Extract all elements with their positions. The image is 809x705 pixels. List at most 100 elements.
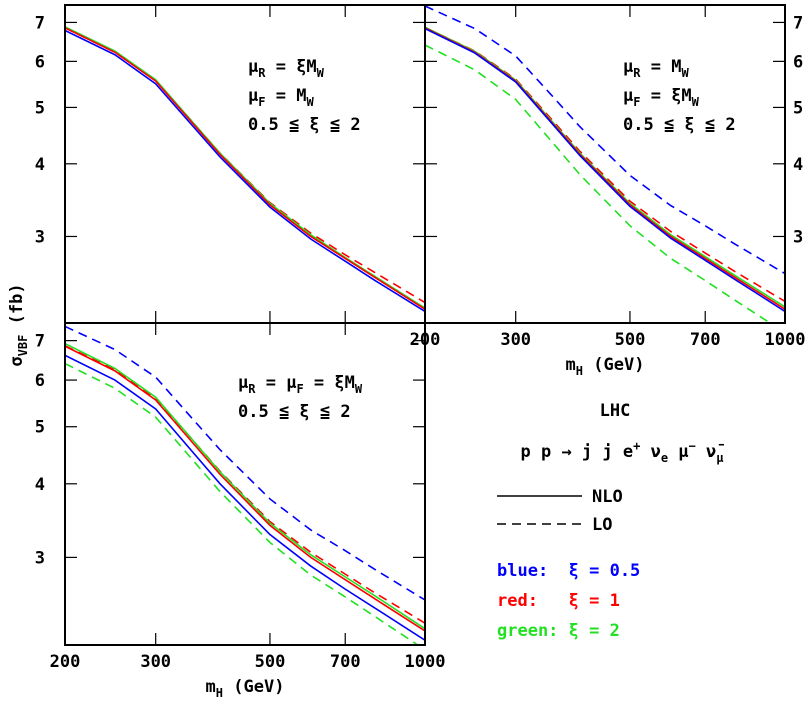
annotation-part: 0.5 ≦ ξ ≦ 2 bbox=[238, 402, 351, 422]
series-line bbox=[65, 345, 425, 632]
series-line bbox=[425, 27, 785, 310]
annotation-part: μ bbox=[248, 57, 258, 77]
annotation-part: F bbox=[258, 95, 265, 109]
y-tick-label: 4 bbox=[793, 155, 803, 175]
y-tick-label: 3 bbox=[35, 227, 45, 247]
series-line bbox=[65, 27, 425, 304]
annotation-part: R bbox=[248, 382, 256, 396]
x-axis-label-part: m bbox=[566, 355, 576, 375]
series-line bbox=[65, 342, 425, 630]
legend-color-label: green: ξ = 2 bbox=[497, 621, 620, 641]
x-tick-label: 300 bbox=[500, 330, 531, 350]
panel-frame bbox=[64, 322, 426, 646]
y-tick-label: 7 bbox=[793, 13, 803, 33]
annotation: μR = ξMW bbox=[248, 57, 325, 80]
x-axis-label-part: m bbox=[206, 677, 216, 697]
process-label-part: μ bbox=[668, 442, 688, 462]
annotation: 0.5 ≦ ξ ≦ 2 bbox=[248, 115, 361, 135]
legend-label: LO bbox=[592, 515, 612, 535]
x-axis-label: mH (GeV) bbox=[206, 677, 285, 700]
y-tick-label: 4 bbox=[35, 475, 45, 495]
x-tick-label: 700 bbox=[690, 330, 721, 350]
process-label-part: − bbox=[689, 439, 696, 453]
panel-frame bbox=[424, 4, 786, 324]
y-tick-label: 7 bbox=[35, 13, 45, 33]
series-line bbox=[425, 26, 785, 303]
process-label-part: p p → j j e bbox=[521, 442, 634, 462]
series-line bbox=[425, 5, 785, 275]
annotation-part: 0.5 ≦ ξ ≦ 2 bbox=[623, 115, 736, 135]
series-line bbox=[425, 27, 785, 313]
annotation-part: μ bbox=[623, 86, 633, 106]
x-axis-label-part: (GeV) bbox=[223, 677, 284, 697]
annotation-part: = M bbox=[640, 57, 681, 77]
y-axis-label-part: (fb) bbox=[7, 283, 27, 334]
y-axis-label: σVBF (fb) bbox=[7, 283, 30, 366]
x-tick-label: 200 bbox=[50, 652, 81, 672]
annotation-part: R bbox=[633, 66, 641, 80]
x-axis-label: mH (GeV) bbox=[566, 355, 645, 378]
y-tick-label: 5 bbox=[793, 98, 803, 118]
annotation-part: W bbox=[692, 95, 700, 109]
annotation-part: = ξM bbox=[265, 57, 316, 77]
x-axis-label-part: (GeV) bbox=[583, 355, 644, 375]
y-tick-label: 5 bbox=[35, 98, 45, 118]
collider-label: LHC bbox=[600, 401, 631, 421]
x-tick-label: 500 bbox=[255, 652, 286, 672]
y-axis-label-part: VBF bbox=[16, 335, 30, 357]
series-line bbox=[425, 44, 772, 323]
y-tick-label: 5 bbox=[35, 418, 45, 438]
y-tick-label: 6 bbox=[35, 371, 45, 391]
x-tick-label: 1000 bbox=[405, 652, 446, 672]
annotation-part: = ξM bbox=[304, 373, 355, 393]
y-tick-label: 6 bbox=[35, 52, 45, 72]
series-line bbox=[425, 26, 785, 308]
process-label: p p → j j e+ νe μ− ν̄μ bbox=[521, 439, 725, 465]
legend-label: NLO bbox=[592, 487, 623, 507]
legend-color-label: red: ξ = 1 bbox=[497, 591, 620, 611]
x-tick-label: 700 bbox=[330, 652, 361, 672]
process-label-part: e bbox=[661, 451, 668, 465]
y-axis-label-part: σ bbox=[7, 356, 27, 366]
series-line bbox=[65, 26, 425, 309]
series-line bbox=[65, 345, 425, 624]
x-tick-label: 1000 bbox=[765, 330, 806, 350]
legend-color-label: blue: ξ = 0.5 bbox=[497, 561, 640, 581]
y-tick-label: 4 bbox=[35, 155, 45, 175]
annotation-part: R bbox=[258, 66, 266, 80]
x-axis-label-part: H bbox=[576, 364, 583, 378]
y-tick-label: 3 bbox=[793, 227, 803, 247]
annotation-part: = μ bbox=[255, 373, 296, 393]
process-label-part: ν bbox=[640, 442, 660, 462]
annotation-part: F bbox=[296, 382, 303, 396]
x-axis-label-part: H bbox=[216, 686, 223, 700]
annotation: 0.5 ≦ ξ ≦ 2 bbox=[623, 115, 736, 135]
annotation-part: μ bbox=[248, 86, 258, 106]
y-tick-label: 7 bbox=[35, 332, 45, 352]
x-tick-label: 500 bbox=[615, 330, 646, 350]
annotation: μR = MW bbox=[623, 57, 689, 80]
annotation-part: W bbox=[317, 66, 325, 80]
annotation: μF = MW bbox=[248, 86, 314, 109]
process-label-part: + bbox=[633, 439, 640, 453]
series-line bbox=[65, 325, 425, 601]
annotation-part: W bbox=[355, 382, 363, 396]
annotation-part: F bbox=[633, 95, 640, 109]
y-tick-label: 3 bbox=[35, 548, 45, 568]
annotation-part: μ bbox=[238, 373, 248, 393]
x-tick-label: 300 bbox=[140, 652, 171, 672]
y-tick-label: 6 bbox=[793, 52, 803, 72]
annotation: μR = μF = ξMW bbox=[238, 373, 363, 396]
process-label-part: μ bbox=[716, 451, 723, 465]
annotation: 0.5 ≦ ξ ≦ 2 bbox=[238, 402, 351, 422]
annotation-part: = ξM bbox=[640, 86, 691, 106]
series-line bbox=[65, 354, 425, 641]
series-line bbox=[65, 362, 420, 645]
annotation-part: μ bbox=[623, 57, 633, 77]
annotation-part: W bbox=[681, 66, 689, 80]
annotation-part: = M bbox=[265, 86, 306, 106]
series-line bbox=[65, 27, 425, 310]
series-line bbox=[65, 29, 425, 313]
annotation-part: 0.5 ≦ ξ ≦ 2 bbox=[248, 115, 361, 135]
